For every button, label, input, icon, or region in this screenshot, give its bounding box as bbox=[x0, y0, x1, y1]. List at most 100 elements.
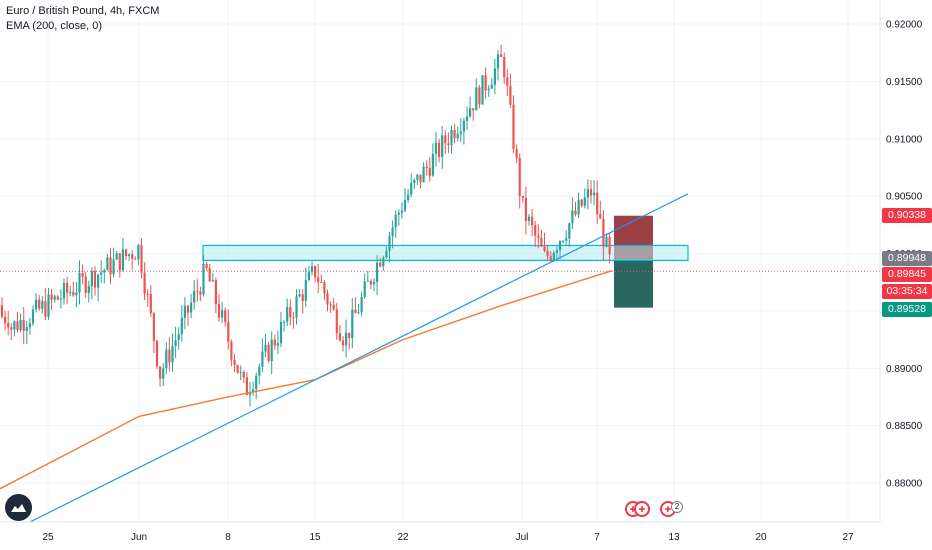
time-axis-label: Jun bbox=[131, 532, 147, 543]
uk-flag-icon[interactable]: ✚ bbox=[634, 501, 650, 517]
candle-body bbox=[583, 197, 586, 206]
bar-countdown-tag: 03:35:34 bbox=[882, 284, 932, 299]
candle-body bbox=[379, 262, 382, 267]
price-axis-label: 0.89000 bbox=[886, 364, 923, 375]
candle-body bbox=[589, 189, 593, 196]
candle-body bbox=[357, 312, 360, 314]
candle-body bbox=[524, 198, 527, 222]
candle-body bbox=[214, 280, 217, 305]
candle-body bbox=[419, 174, 422, 183]
candle-body bbox=[400, 210, 403, 213]
candle-body bbox=[496, 54, 500, 69]
candle-body bbox=[22, 319, 25, 331]
candle-body bbox=[252, 389, 255, 393]
candle-body bbox=[236, 365, 239, 373]
candle-body bbox=[493, 68, 496, 85]
candle-body bbox=[174, 340, 177, 346]
candle-body bbox=[162, 368, 165, 379]
event-count-badge[interactable]: 2 bbox=[671, 501, 683, 513]
candle-body bbox=[391, 227, 394, 237]
candle-body bbox=[261, 351, 264, 367]
candle-body bbox=[47, 294, 50, 317]
take-profit-zone bbox=[614, 259, 653, 308]
candle-body bbox=[490, 84, 493, 89]
candle-body bbox=[608, 236, 611, 255]
candle-body bbox=[444, 135, 447, 144]
candle-body bbox=[438, 142, 441, 157]
candle-body bbox=[456, 133, 459, 139]
candle-body bbox=[143, 272, 146, 294]
stop-price-tag: 0.90338 bbox=[882, 208, 932, 223]
time-axis-label: 22 bbox=[397, 532, 409, 543]
candle-body bbox=[227, 321, 230, 342]
candle-body bbox=[354, 309, 357, 314]
candle-body bbox=[372, 281, 376, 285]
candle-body bbox=[4, 316, 7, 324]
candle-body bbox=[10, 327, 13, 330]
candle-body bbox=[128, 254, 131, 257]
candle-body bbox=[376, 262, 379, 282]
candle-body bbox=[571, 210, 574, 224]
price-axis-label: 0.91000 bbox=[886, 134, 923, 145]
lines-layer bbox=[0, 193, 880, 538]
candle-body bbox=[193, 290, 196, 303]
time-axis-label: 7 bbox=[594, 532, 600, 543]
candle-body bbox=[403, 199, 407, 211]
candle-body bbox=[360, 296, 363, 313]
candle-body bbox=[131, 254, 134, 259]
candle-body bbox=[25, 327, 28, 331]
candle-body bbox=[100, 272, 103, 275]
candle-body bbox=[87, 286, 90, 293]
target-price-tag: 0.89528 bbox=[882, 302, 932, 317]
candle-body bbox=[450, 130, 453, 146]
symbol-title[interactable]: Euro / British Pound, 4h, FXCM bbox=[6, 5, 160, 17]
candle-body bbox=[267, 344, 270, 362]
candle-body bbox=[453, 130, 456, 139]
time-axis-background[interactable] bbox=[0, 522, 932, 550]
price-axis-label: 0.88500 bbox=[886, 421, 923, 432]
candle-body bbox=[233, 359, 236, 366]
candle-body bbox=[397, 212, 400, 215]
candle-body bbox=[270, 339, 273, 362]
time-axis: 25 Jun 8 15 22 Jul 7 13 20 27 bbox=[42, 532, 854, 543]
tradingview-logo-icon[interactable] bbox=[5, 494, 32, 521]
time-axis-label: 13 bbox=[668, 532, 680, 543]
candle-body bbox=[109, 257, 112, 275]
candle-body bbox=[211, 280, 214, 282]
price-axis-label: 0.90500 bbox=[886, 192, 923, 203]
candle-body bbox=[332, 304, 335, 310]
candle-body bbox=[115, 253, 118, 260]
candle-body bbox=[196, 290, 199, 292]
candle-body bbox=[568, 223, 571, 239]
candle-body bbox=[38, 299, 41, 309]
candle-body bbox=[183, 305, 186, 318]
candle-body bbox=[385, 251, 388, 258]
candles-layer bbox=[0, 44, 611, 407]
trendline bbox=[0, 193, 689, 538]
candle-body bbox=[413, 179, 416, 184]
candle-body bbox=[416, 174, 419, 180]
candle-body bbox=[146, 293, 149, 295]
price-axis-label: 0.91500 bbox=[886, 77, 923, 88]
candle-body bbox=[168, 349, 171, 363]
candle-body bbox=[500, 54, 503, 57]
candle-body bbox=[190, 302, 193, 313]
candle-body bbox=[363, 281, 366, 297]
candle-body bbox=[472, 108, 475, 111]
candle-body bbox=[310, 266, 314, 273]
candle-body bbox=[152, 313, 155, 341]
indicator-title[interactable]: EMA (200, close, 0) bbox=[6, 20, 102, 32]
candle-body bbox=[221, 310, 224, 318]
candle-body bbox=[248, 392, 252, 395]
candle-body bbox=[255, 375, 258, 390]
candle-body bbox=[540, 237, 543, 247]
candle-body bbox=[546, 250, 549, 257]
candle-body bbox=[13, 321, 16, 330]
candle-body bbox=[258, 366, 261, 376]
candle-body bbox=[69, 291, 72, 293]
candle-body bbox=[75, 292, 78, 296]
candle-body bbox=[35, 299, 38, 310]
candle-body bbox=[543, 246, 546, 251]
